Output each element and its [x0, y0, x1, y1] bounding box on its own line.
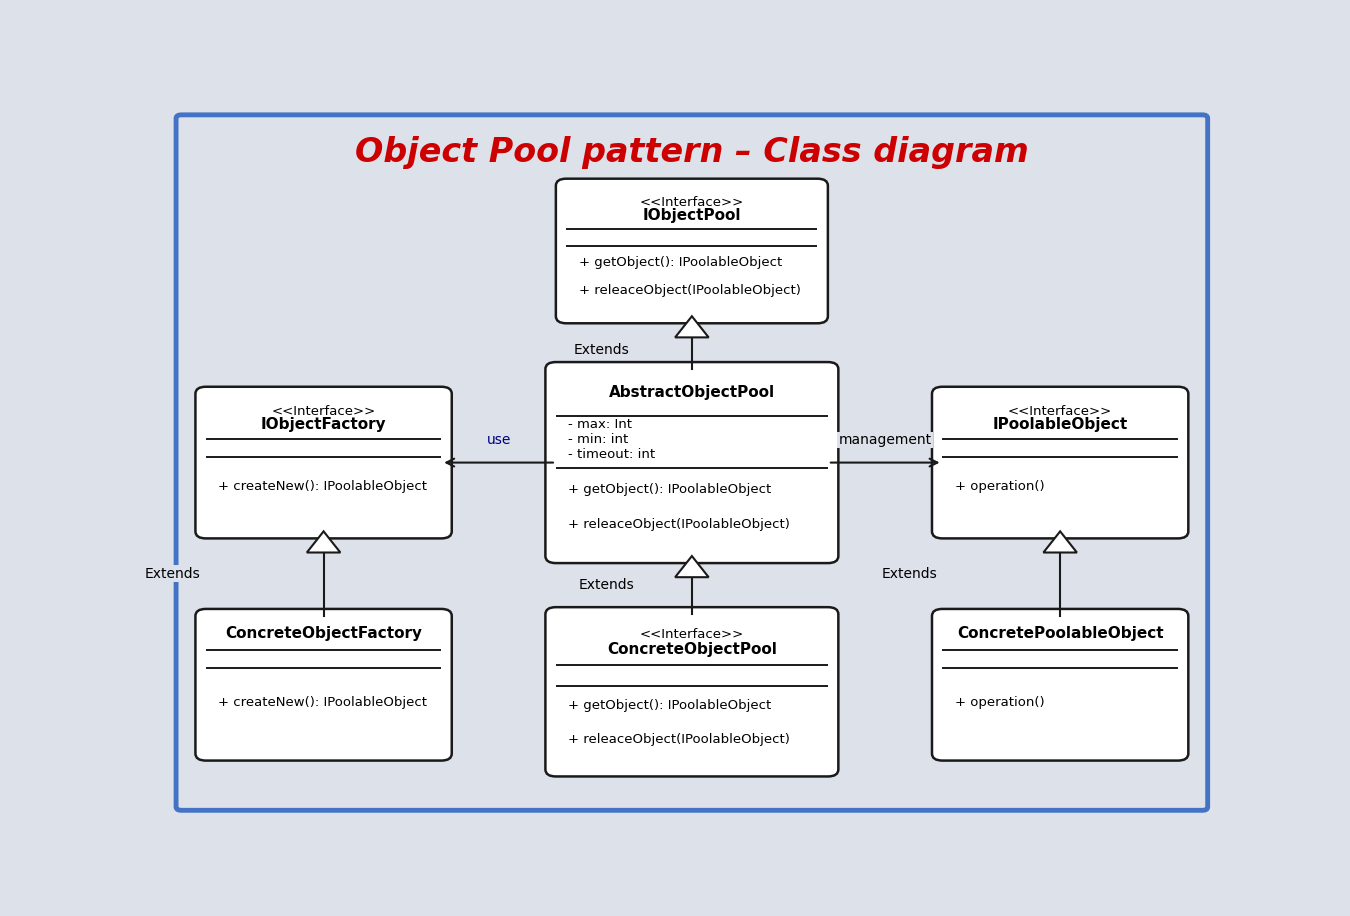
Text: use: use	[486, 433, 510, 447]
FancyBboxPatch shape	[196, 387, 452, 539]
Text: + releaceObject(IPoolableObject): + releaceObject(IPoolableObject)	[568, 518, 790, 531]
Text: <<Interface>>: <<Interface>>	[271, 406, 375, 419]
FancyBboxPatch shape	[931, 387, 1188, 539]
Text: AbstractObjectPool: AbstractObjectPool	[609, 385, 775, 400]
Text: + createNew(): IPoolableObject: + createNew(): IPoolableObject	[219, 696, 428, 709]
Text: Extends: Extends	[882, 567, 937, 581]
Text: IObjectPool: IObjectPool	[643, 208, 741, 223]
Polygon shape	[675, 556, 709, 577]
Text: - min: int: - min: int	[568, 433, 629, 446]
Text: <<Interface>>: <<Interface>>	[640, 628, 744, 641]
Text: IObjectFactory: IObjectFactory	[261, 417, 386, 432]
Text: + operation(): + operation()	[954, 480, 1045, 494]
Text: + releaceObject(IPoolableObject): + releaceObject(IPoolableObject)	[568, 733, 790, 746]
Text: + getObject(): IPoolableObject: + getObject(): IPoolableObject	[568, 699, 772, 713]
Text: + getObject(): IPoolableObject: + getObject(): IPoolableObject	[568, 483, 772, 496]
FancyBboxPatch shape	[545, 607, 838, 777]
Polygon shape	[306, 531, 340, 552]
Text: management: management	[838, 433, 932, 447]
Text: - max: Int: - max: Int	[568, 419, 632, 431]
FancyBboxPatch shape	[545, 362, 838, 563]
Text: ConcreteObjectFactory: ConcreteObjectFactory	[225, 626, 423, 640]
Text: <<Interface>>: <<Interface>>	[640, 196, 744, 210]
FancyBboxPatch shape	[556, 179, 828, 323]
FancyBboxPatch shape	[196, 609, 452, 760]
Text: ConcretePoolableObject: ConcretePoolableObject	[957, 626, 1164, 640]
Polygon shape	[1044, 531, 1077, 552]
Text: <<Interface>>: <<Interface>>	[1008, 406, 1112, 419]
Text: + releaceObject(IPoolableObject): + releaceObject(IPoolableObject)	[579, 284, 801, 298]
Text: Object Pool pattern – Class diagram: Object Pool pattern – Class diagram	[355, 136, 1029, 169]
Text: Extends: Extends	[574, 343, 629, 356]
Text: - timeout: int: - timeout: int	[568, 448, 656, 462]
Polygon shape	[675, 316, 709, 337]
Text: Extends: Extends	[144, 567, 201, 581]
Text: Extends: Extends	[579, 578, 634, 592]
Text: IPoolableObject: IPoolableObject	[992, 417, 1127, 432]
Text: + operation(): + operation()	[954, 696, 1045, 709]
Text: ConcreteObjectPool: ConcreteObjectPool	[608, 641, 776, 657]
Text: + getObject(): IPoolableObject: + getObject(): IPoolableObject	[579, 256, 782, 269]
FancyBboxPatch shape	[176, 114, 1208, 811]
Text: + createNew(): IPoolableObject: + createNew(): IPoolableObject	[219, 480, 428, 494]
FancyBboxPatch shape	[931, 609, 1188, 760]
